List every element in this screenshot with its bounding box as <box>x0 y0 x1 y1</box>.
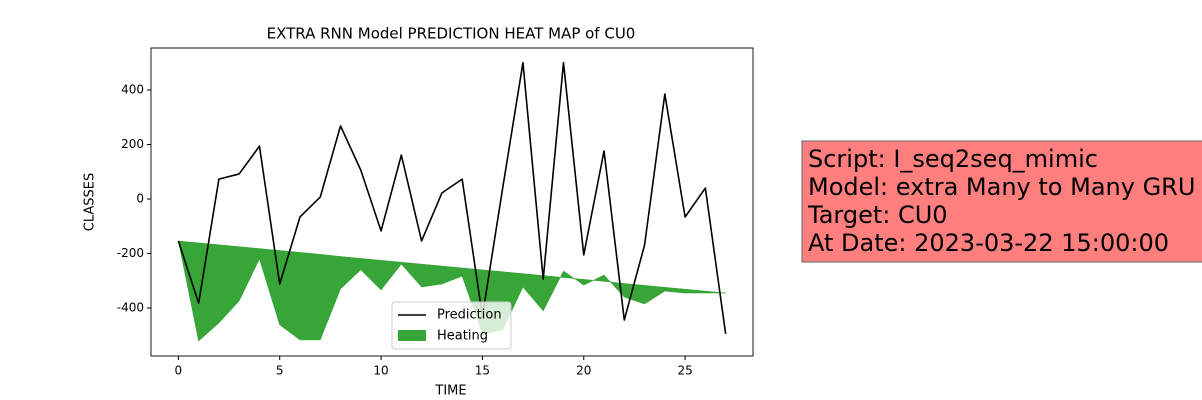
prediction-line <box>177 61 727 335</box>
x-tick-label: 15 <box>475 364 490 378</box>
y-tick-label: 0 <box>136 192 144 206</box>
heating-area <box>178 240 726 342</box>
legend: Prediction Heating <box>391 301 512 350</box>
x-tick-label: 10 <box>373 364 388 378</box>
legend-label: Heating <box>437 329 488 344</box>
x-tick-label: 25 <box>677 364 692 378</box>
y-axis-label: CLASSES <box>83 173 98 231</box>
x-tick-label: 5 <box>276 364 284 378</box>
y-tick-label: 400 <box>121 82 144 96</box>
annotation-line: Model: extra Many to Many GRU <box>808 173 1195 201</box>
x-tick-label: 20 <box>576 364 591 378</box>
y-tick-label: 200 <box>121 137 144 151</box>
plot-frame <box>150 47 754 357</box>
annotation-box <box>801 140 1202 263</box>
y-tick-label: -400 <box>117 301 144 315</box>
legend-swatch <box>398 330 426 341</box>
annotation-line: At Date: 2023-03-22 15:00:00 <box>808 229 1169 257</box>
legend-label: Prediction <box>437 308 502 323</box>
chart-title: EXTRA RNN Model PREDICTION HEAT MAP of C… <box>267 25 636 43</box>
annotation-line: Target: CU0 <box>807 201 948 229</box>
x-tick-label: 0 <box>175 364 183 378</box>
y-tick-label: -200 <box>117 246 144 260</box>
x-axis-label: TIME <box>434 384 466 399</box>
annotation-line: Script: I_seq2seq_mimic <box>808 145 1098 173</box>
